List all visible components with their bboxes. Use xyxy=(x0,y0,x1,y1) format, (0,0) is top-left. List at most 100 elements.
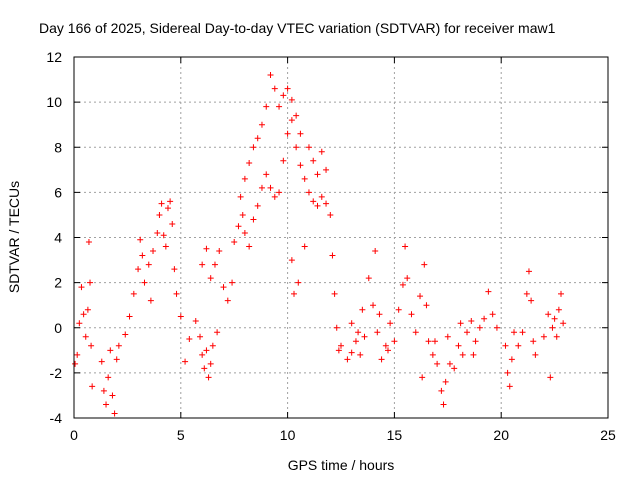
data-point xyxy=(160,232,167,239)
data-point xyxy=(235,223,242,230)
data-point xyxy=(545,311,552,318)
data-point xyxy=(72,360,79,367)
data-point xyxy=(419,374,426,381)
x-tick-label: 5 xyxy=(177,427,185,443)
data-point xyxy=(284,130,291,137)
data-point xyxy=(355,329,362,336)
data-point xyxy=(508,356,515,363)
data-point xyxy=(145,261,152,268)
data-point xyxy=(158,200,165,207)
data-point xyxy=(310,157,317,164)
data-point xyxy=(98,358,105,365)
data-point xyxy=(147,297,154,304)
y-tick-label: -4 xyxy=(50,410,63,426)
data-point xyxy=(305,189,312,196)
data-point xyxy=(111,410,118,417)
data-point xyxy=(150,248,157,255)
data-point xyxy=(89,383,96,390)
data-point xyxy=(327,211,334,218)
data-point xyxy=(284,85,291,92)
data-point xyxy=(344,356,351,363)
data-point xyxy=(107,347,114,354)
data-point xyxy=(489,311,496,318)
data-point xyxy=(280,157,287,164)
data-point xyxy=(214,329,221,336)
data-point xyxy=(530,338,537,345)
data-point xyxy=(164,205,171,212)
data-point xyxy=(446,360,453,367)
y-axis-label: SDTVAR / TECUs xyxy=(6,181,22,293)
data-point xyxy=(224,297,231,304)
data-point xyxy=(525,268,532,275)
data-point xyxy=(560,320,567,327)
data-point xyxy=(288,96,295,103)
data-point xyxy=(485,288,492,295)
data-point xyxy=(276,189,283,196)
data-point xyxy=(395,306,402,313)
data-point xyxy=(399,281,406,288)
data-point xyxy=(197,333,204,340)
data-point xyxy=(122,331,129,338)
data-point xyxy=(267,72,274,79)
data-point xyxy=(423,302,430,309)
data-point xyxy=(540,333,547,340)
data-point xyxy=(476,324,483,331)
data-point xyxy=(87,279,94,286)
data-point xyxy=(493,324,500,331)
data-point xyxy=(167,198,174,205)
data-point xyxy=(229,279,236,286)
data-point xyxy=(528,297,535,304)
data-point xyxy=(100,387,107,394)
data-point xyxy=(126,313,133,320)
data-point xyxy=(207,360,214,367)
data-point xyxy=(404,275,411,282)
data-point xyxy=(459,351,466,358)
y-tick-label: 6 xyxy=(54,184,62,200)
data-point xyxy=(412,329,419,336)
data-point xyxy=(370,302,377,309)
data-point xyxy=(318,193,325,200)
data-point xyxy=(323,166,330,173)
data-point xyxy=(502,342,509,349)
data-point xyxy=(173,290,180,297)
y-tick-label: 8 xyxy=(54,139,62,155)
data-point xyxy=(205,374,212,381)
data-point xyxy=(258,184,265,191)
x-tick-label: 0 xyxy=(70,427,78,443)
data-point xyxy=(318,148,325,155)
chart-title: Day 166 of 2025, Sidereal Day-to-day VTE… xyxy=(39,20,556,36)
data-point xyxy=(154,229,161,236)
data-point xyxy=(250,216,257,223)
data-point xyxy=(468,317,475,324)
data-point xyxy=(203,347,210,354)
data-point xyxy=(451,365,458,372)
data-point xyxy=(192,317,199,324)
data-point xyxy=(417,293,424,300)
data-point xyxy=(455,342,462,349)
data-point xyxy=(555,306,562,313)
data-point xyxy=(305,144,312,151)
data-point xyxy=(288,117,295,124)
data-point xyxy=(553,333,560,340)
data-point xyxy=(246,243,253,250)
data-point xyxy=(378,356,385,363)
data-point xyxy=(135,266,142,273)
data-point xyxy=(220,284,227,291)
data-point xyxy=(80,311,87,318)
data-point xyxy=(301,175,308,182)
data-point xyxy=(335,347,342,354)
data-point xyxy=(504,369,511,376)
data-point xyxy=(297,130,304,137)
data-point xyxy=(314,171,321,178)
data-point xyxy=(280,92,287,99)
data-point xyxy=(171,266,178,273)
data-point xyxy=(511,329,518,336)
data-point xyxy=(156,211,163,218)
data-point xyxy=(186,336,193,343)
tick-labels: 0 5 10 15 20 25 -4 -2 0 2 4 6 8 10 12 xyxy=(46,49,616,443)
y-tick-label: 10 xyxy=(46,94,62,110)
data-point xyxy=(472,338,479,345)
data-point xyxy=(84,306,91,313)
data-point xyxy=(425,338,432,345)
data-point xyxy=(276,103,283,110)
